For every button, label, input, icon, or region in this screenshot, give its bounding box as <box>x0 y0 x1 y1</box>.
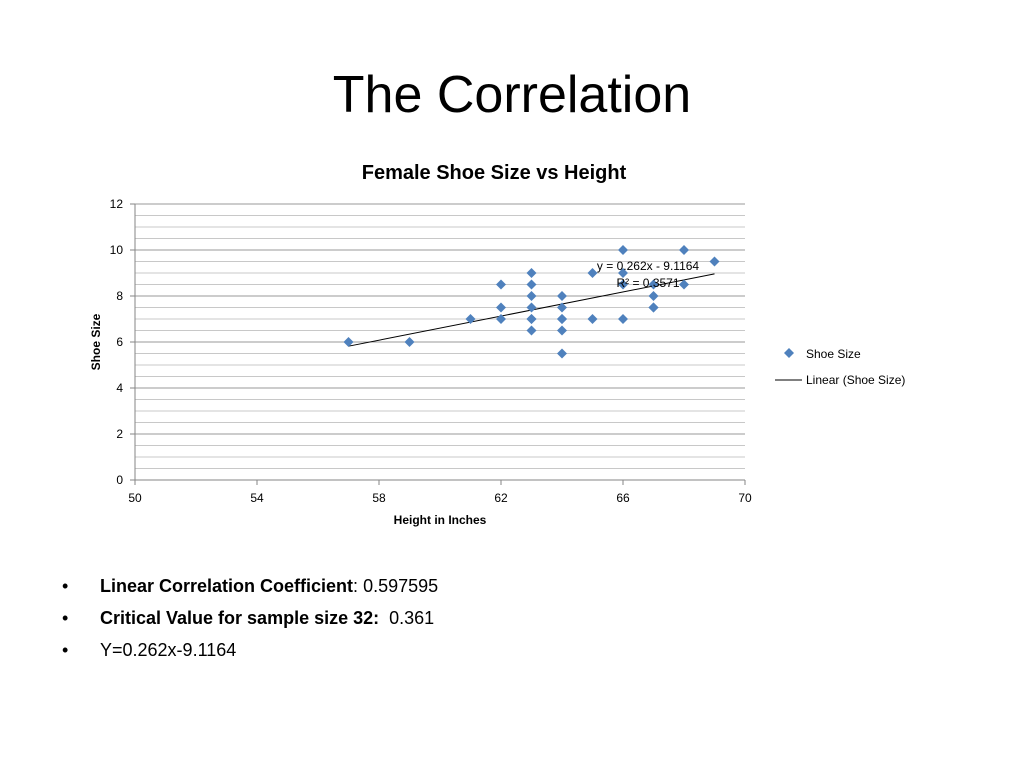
chart-gridlines <box>135 203 745 469</box>
bullet-item: • Y=0.262x-9.1164 <box>62 636 438 668</box>
bullet-dot: • <box>62 608 69 628</box>
data-point <box>343 337 354 347</box>
bullet-label: Linear Correlation Coefficient <box>100 576 354 596</box>
data-point <box>526 302 537 313</box>
scatter-chart: Female Shoe Size vs Height 0 2 4 6 8 10 12 50 54… <box>89 162 905 527</box>
data-point <box>618 245 628 255</box>
data-point <box>557 348 567 359</box>
x-tick-label: 50 <box>128 491 142 505</box>
y-tick-label: 0 <box>116 473 123 487</box>
bullet-item: • Critical Value for sample size 32: 0.3… <box>62 604 438 636</box>
bullet-separator: : <box>353 576 359 596</box>
data-point <box>557 325 567 336</box>
data-point <box>709 256 720 267</box>
y-tick-label: 12 <box>110 197 124 211</box>
legend-marker-shoe-size <box>784 348 794 358</box>
x-tick-label: 62 <box>494 491 508 505</box>
bullet-value: 0.361 <box>379 608 435 628</box>
x-axis-label: Height in Inches <box>394 513 487 527</box>
data-point <box>526 279 537 290</box>
y-tick-label: 6 <box>116 335 123 349</box>
x-tick-label: 70 <box>738 491 752 505</box>
legend-label-trendline: Linear (Shoe Size) <box>806 373 905 387</box>
slide-title: The Correlation <box>332 66 692 124</box>
data-point <box>526 268 537 278</box>
legend-label-shoe-size: Shoe Size <box>806 347 861 361</box>
data-point <box>618 279 628 290</box>
chart-axes <box>130 203 746 485</box>
x-tick-label: 66 <box>616 491 630 505</box>
data-point <box>648 279 659 290</box>
chart-title: Female Shoe Size vs Height <box>362 162 627 184</box>
data-point <box>496 314 506 324</box>
data-point <box>679 245 689 255</box>
data-point <box>526 314 537 324</box>
bullet-item: • Linear Correlation Coefficient: 0.5975… <box>62 572 438 604</box>
data-point <box>526 291 537 301</box>
data-point <box>557 291 567 301</box>
data-point <box>557 302 567 313</box>
chart-legend: Shoe Size Linear (Shoe Size) <box>775 347 905 387</box>
bullet-value: Y=0.262x-9.1164 <box>100 640 237 660</box>
bullet-label: Critical Value for sample size 32: <box>100 608 380 628</box>
data-point <box>618 314 628 324</box>
data-point <box>679 279 689 290</box>
bullet-dot: • <box>62 576 69 596</box>
data-point <box>587 314 598 324</box>
data-point <box>557 314 567 324</box>
bullet-dot: • <box>62 640 69 660</box>
data-point <box>465 314 476 324</box>
data-point <box>648 291 659 301</box>
x-tick-label: 54 <box>250 491 264 505</box>
bullet-list: • Linear Correlation Coefficient: 0.5975… <box>62 572 438 668</box>
bullet-value: 0.597595 <box>358 576 439 596</box>
trendline-r-squared: R² = 0.3571 <box>616 276 679 290</box>
data-point <box>526 325 537 336</box>
y-tick-label: 10 <box>110 243 124 257</box>
y-tick-label: 8 <box>116 289 123 303</box>
y-tick-label: 4 <box>116 381 123 395</box>
data-point <box>496 279 506 290</box>
data-point <box>618 268 628 278</box>
trendline-equation: y = 0.262x - 9.1164 <box>597 259 700 273</box>
x-tick-label: 58 <box>372 491 386 505</box>
y-tick-label: 2 <box>116 427 123 441</box>
data-point <box>648 302 659 313</box>
y-axis-label: Shoe Size <box>89 313 103 370</box>
data-point <box>496 302 506 313</box>
data-points <box>343 245 720 359</box>
tick-labels: 0 2 4 6 8 10 12 50 54 58 62 66 70 <box>110 197 752 505</box>
data-point <box>404 337 415 347</box>
data-point <box>587 268 598 278</box>
